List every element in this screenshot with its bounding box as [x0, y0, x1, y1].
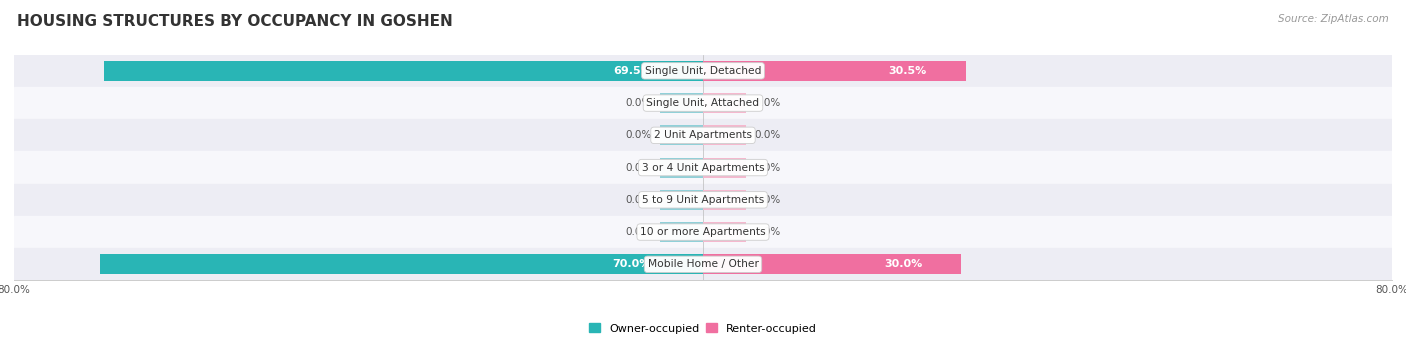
Text: 5 to 9 Unit Apartments: 5 to 9 Unit Apartments: [643, 195, 763, 205]
Bar: [14, 119, 1392, 152]
Bar: [659, 125, 703, 145]
Text: 0.0%: 0.0%: [755, 130, 780, 140]
Text: Single Unit, Detached: Single Unit, Detached: [645, 66, 761, 76]
Bar: [14, 152, 1392, 184]
Text: 0.0%: 0.0%: [626, 98, 651, 108]
Text: 0.0%: 0.0%: [755, 195, 780, 205]
Text: HOUSING STRUCTURES BY OCCUPANCY IN GOSHEN: HOUSING STRUCTURES BY OCCUPANCY IN GOSHE…: [17, 14, 453, 29]
Text: 69.5%: 69.5%: [613, 66, 652, 76]
Bar: [703, 222, 747, 242]
Text: 30.0%: 30.0%: [884, 259, 922, 269]
Text: 70.0%: 70.0%: [613, 259, 651, 269]
Bar: [14, 55, 1392, 87]
Text: Single Unit, Attached: Single Unit, Attached: [647, 98, 759, 108]
Text: 0.0%: 0.0%: [755, 162, 780, 173]
Bar: [703, 158, 747, 177]
Text: Mobile Home / Other: Mobile Home / Other: [648, 259, 758, 269]
Text: 10 or more Apartments: 10 or more Apartments: [640, 227, 766, 237]
Bar: [703, 61, 966, 81]
Bar: [14, 216, 1392, 248]
Bar: [14, 87, 1392, 119]
Text: 2 Unit Apartments: 2 Unit Apartments: [654, 130, 752, 140]
Bar: [14, 248, 1392, 280]
Bar: [104, 61, 703, 81]
Bar: [659, 222, 703, 242]
Legend: Owner-occupied, Renter-occupied: Owner-occupied, Renter-occupied: [585, 319, 821, 338]
Bar: [703, 190, 747, 210]
Bar: [703, 254, 962, 274]
Bar: [659, 190, 703, 210]
Text: Source: ZipAtlas.com: Source: ZipAtlas.com: [1278, 14, 1389, 24]
Bar: [703, 125, 747, 145]
Bar: [14, 184, 1392, 216]
Text: 0.0%: 0.0%: [626, 162, 651, 173]
Text: 3 or 4 Unit Apartments: 3 or 4 Unit Apartments: [641, 162, 765, 173]
Bar: [100, 254, 703, 274]
Text: 30.5%: 30.5%: [889, 66, 927, 76]
Text: 0.0%: 0.0%: [626, 195, 651, 205]
Text: 0.0%: 0.0%: [626, 227, 651, 237]
Bar: [659, 93, 703, 113]
Text: 0.0%: 0.0%: [626, 130, 651, 140]
Text: 0.0%: 0.0%: [755, 98, 780, 108]
Bar: [659, 158, 703, 177]
Bar: [703, 93, 747, 113]
Text: 0.0%: 0.0%: [755, 227, 780, 237]
